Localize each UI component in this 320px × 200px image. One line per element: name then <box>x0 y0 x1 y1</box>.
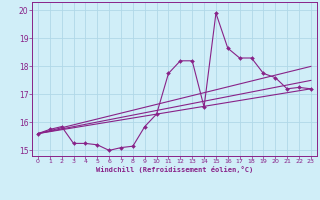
X-axis label: Windchill (Refroidissement éolien,°C): Windchill (Refroidissement éolien,°C) <box>96 166 253 173</box>
